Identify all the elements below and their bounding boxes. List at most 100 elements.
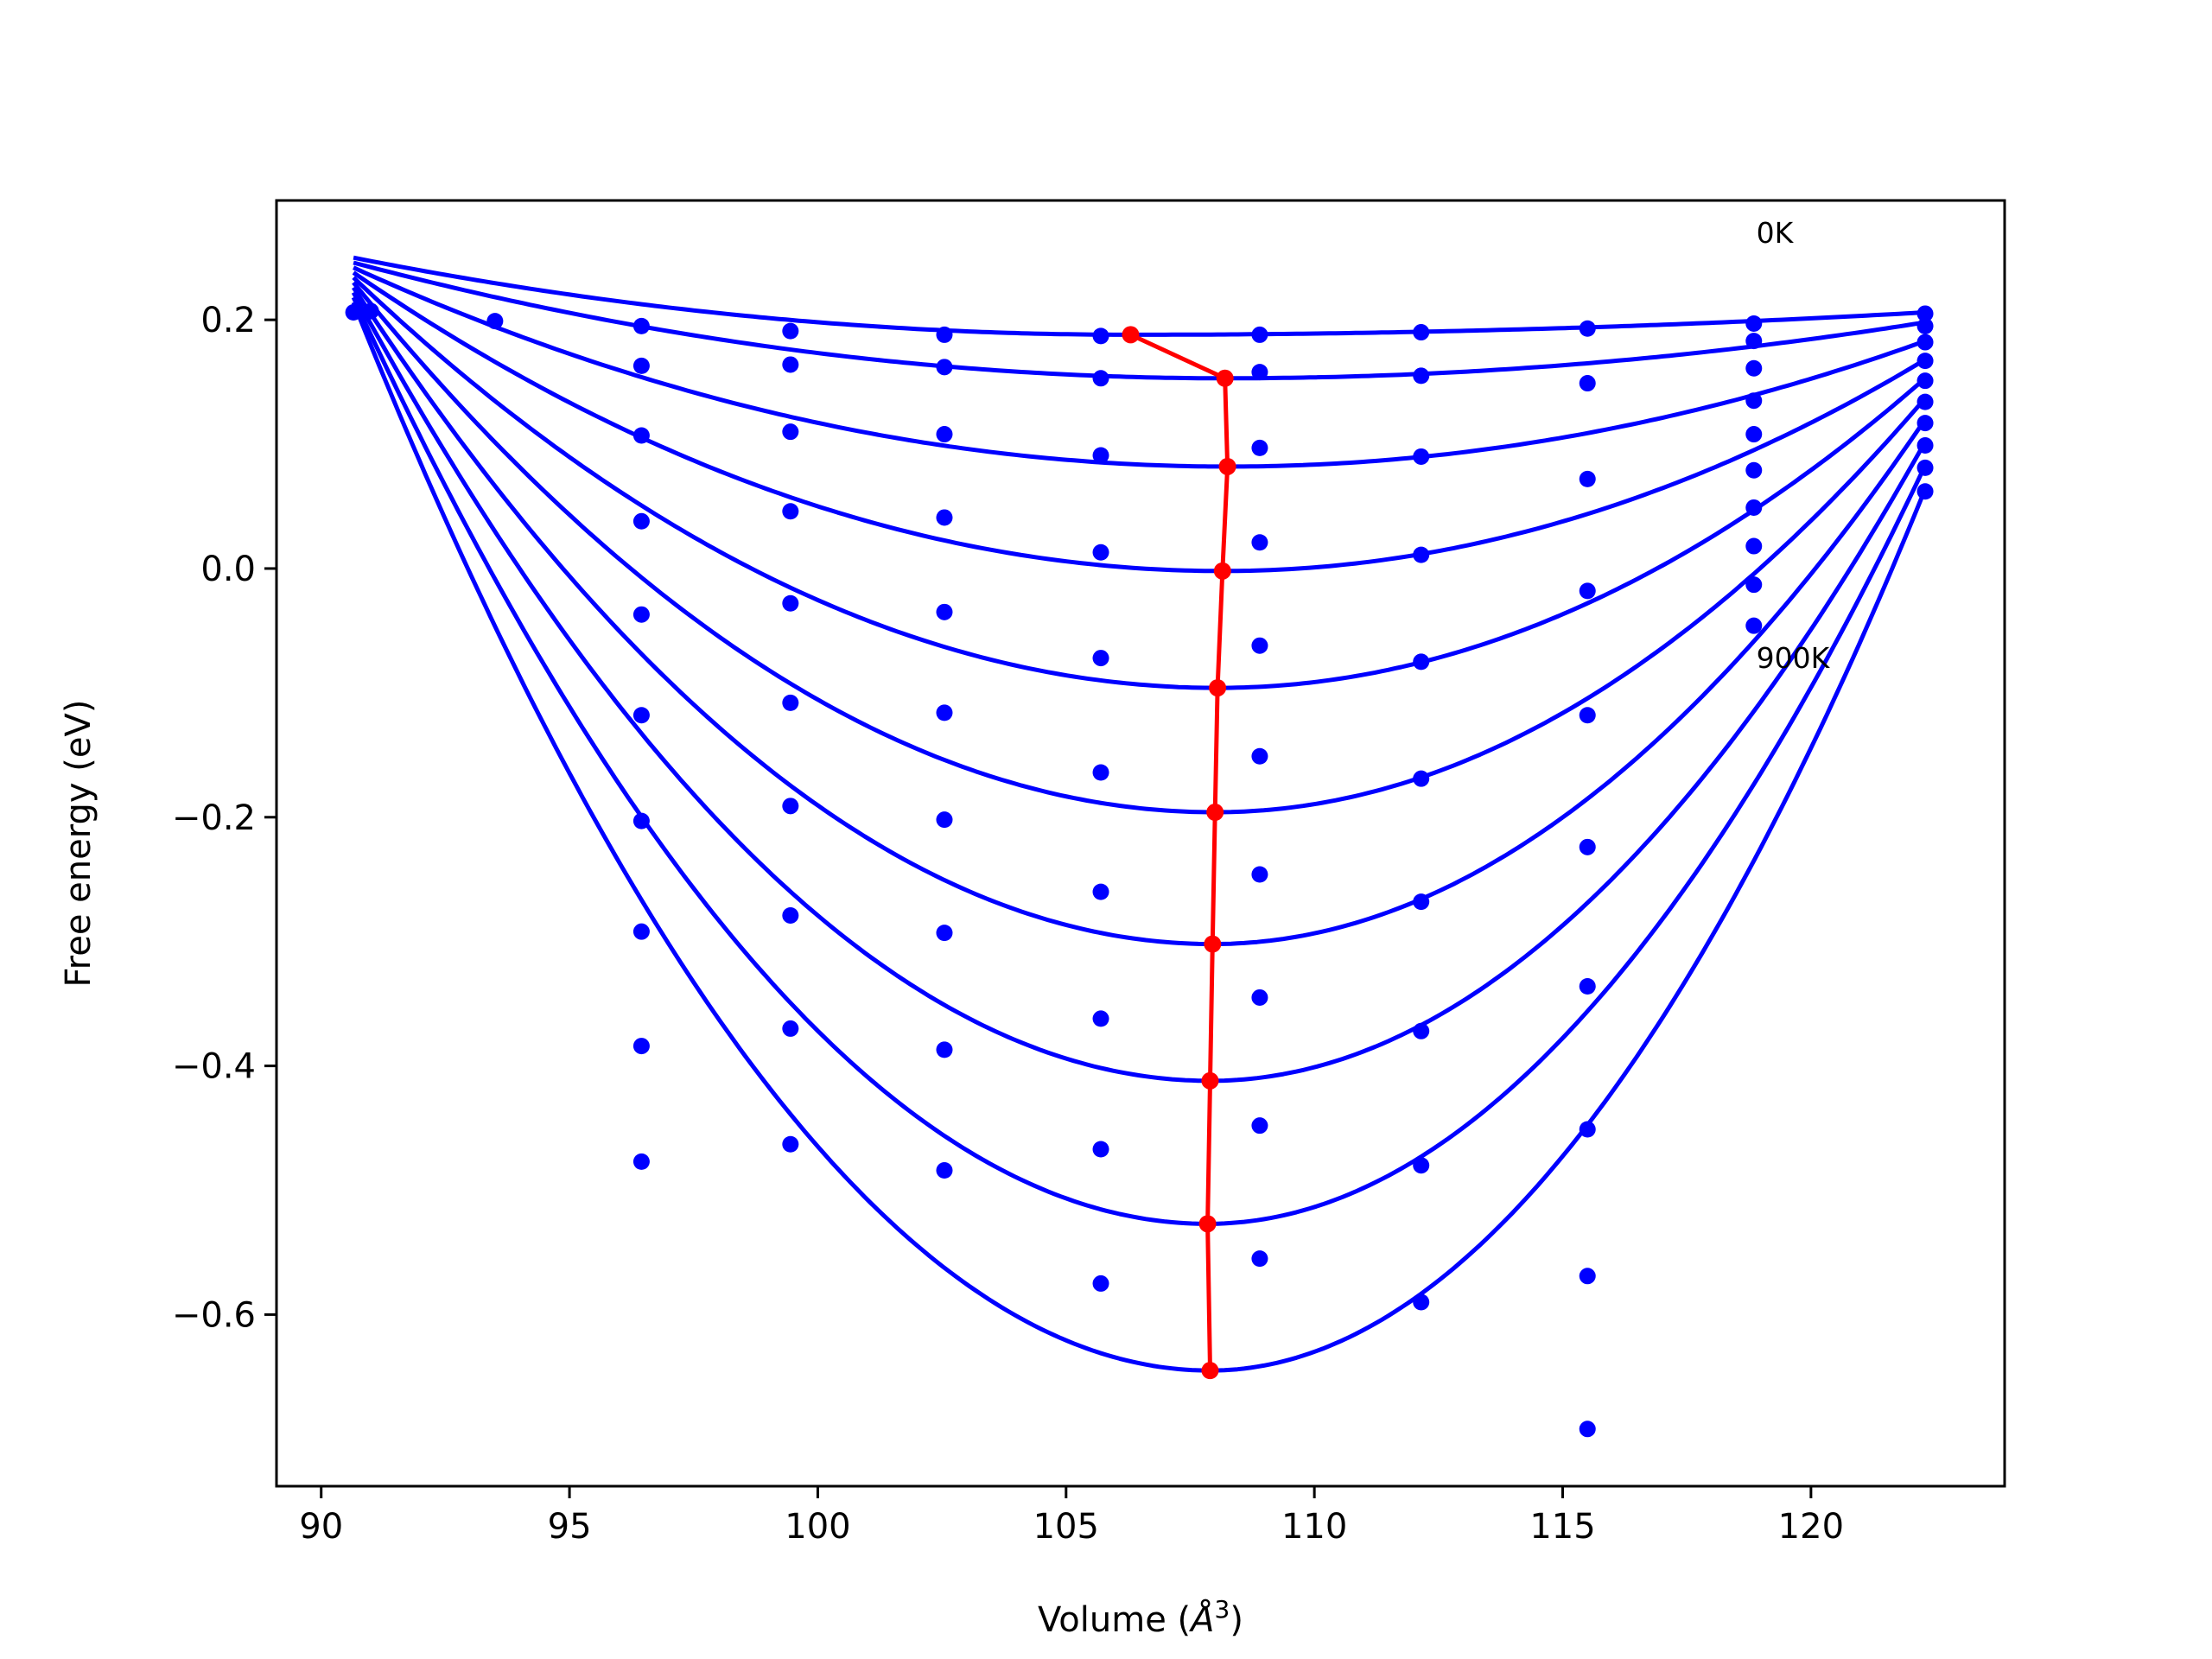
fit-curves [351, 255, 1928, 1373]
fit-curve-9 [351, 302, 1928, 1373]
data-point [1251, 747, 1268, 765]
data-point [1579, 470, 1596, 487]
data-point [1579, 1121, 1596, 1138]
data-points [345, 302, 1934, 1438]
data-point [936, 925, 953, 942]
fit-curve-3 [352, 270, 1927, 574]
data-point [632, 1038, 650, 1055]
x-tick-label: 120 [1778, 1507, 1844, 1547]
data-point [782, 594, 799, 612]
data-point [1413, 1294, 1430, 1311]
y-tick-label: 0.0 [200, 550, 256, 589]
data-point [1251, 988, 1268, 1006]
data-point [1579, 838, 1596, 855]
y-tick-label: −0.2 [172, 798, 256, 838]
data-point [1916, 305, 1934, 322]
x-axis-label: Volume (Å3) [1038, 1595, 1243, 1640]
data-point [1916, 483, 1934, 500]
data-point [632, 427, 650, 444]
fit-curve-4 [352, 276, 1927, 690]
y-tick-label: −0.4 [172, 1047, 256, 1087]
data-point [936, 704, 953, 721]
data-point [1916, 436, 1934, 454]
data-point [1745, 461, 1763, 479]
x-tick-label: 105 [1033, 1507, 1099, 1547]
data-point [1251, 534, 1268, 551]
data-point [1251, 439, 1268, 456]
y-axis-ticks: −0.6 −0.4 −0.2 0.0 0.2 [172, 301, 276, 1335]
data-point [1745, 392, 1763, 410]
fit-curve-6 [352, 286, 1928, 947]
data-point [1092, 1274, 1109, 1292]
data-point [486, 313, 504, 330]
data-point [1092, 370, 1109, 387]
minimum-path [1129, 333, 1230, 1371]
data-point [1413, 1157, 1430, 1174]
y-tick-label: 0.2 [200, 301, 256, 340]
data-point [345, 304, 362, 321]
data-point [782, 322, 799, 340]
y-tick-label: −0.6 [172, 1295, 256, 1335]
data-point [1579, 582, 1596, 600]
data-point [1579, 977, 1596, 995]
minimum-point [1209, 679, 1227, 697]
data-point [1916, 393, 1934, 410]
data-point [1251, 326, 1268, 343]
data-point [1092, 1010, 1109, 1027]
minimum-line [1122, 326, 1236, 1380]
data-point [1916, 353, 1934, 370]
data-point [1251, 637, 1268, 654]
data-point [632, 812, 650, 830]
data-point [1413, 893, 1430, 911]
data-point [782, 1135, 799, 1153]
data-point [1092, 543, 1109, 561]
data-point [1916, 459, 1934, 476]
x-axis-label-symbol: Å [1188, 1599, 1214, 1640]
fit-curve-2 [353, 265, 1926, 469]
data-point [782, 798, 799, 815]
data-point [1579, 320, 1596, 337]
data-point [1745, 617, 1763, 634]
data-point [936, 326, 953, 343]
data-point [936, 359, 953, 376]
minimum-point [1201, 1362, 1219, 1380]
fit-curve-0 [353, 255, 1926, 337]
x-axis-label-close: ) [1230, 1600, 1243, 1640]
data-point [1916, 415, 1934, 432]
data-point [1413, 653, 1430, 671]
data-point [1251, 364, 1268, 381]
x-tick-label: 100 [785, 1507, 850, 1547]
curve-annotation: 900K [1757, 641, 1831, 675]
minimum-point [1201, 1071, 1219, 1090]
data-point [1092, 1141, 1109, 1158]
data-point [1413, 1022, 1430, 1039]
minimum-point [1122, 326, 1140, 344]
data-point [1092, 447, 1109, 464]
x-tick-label: 95 [548, 1507, 592, 1547]
data-point [782, 503, 799, 520]
data-point [1745, 576, 1763, 594]
data-point [632, 357, 650, 374]
data-point [632, 606, 650, 623]
data-point [782, 694, 799, 711]
data-point [1092, 650, 1109, 667]
data-point [1745, 537, 1763, 555]
minimum-point [1213, 562, 1231, 580]
data-point [362, 302, 379, 320]
data-point [936, 509, 953, 526]
data-point [1745, 333, 1763, 350]
data-point [782, 906, 799, 924]
minimum-point [1204, 935, 1222, 953]
data-point [1579, 1421, 1596, 1438]
data-point [1251, 1117, 1268, 1135]
fit-curve-5 [352, 281, 1927, 815]
data-point [632, 1153, 650, 1170]
data-point [782, 423, 799, 441]
data-point [1413, 324, 1430, 341]
data-point [1916, 372, 1934, 390]
data-point [1579, 375, 1596, 392]
data-point [1916, 317, 1934, 334]
data-point [936, 603, 953, 620]
x-tick-label: 115 [1529, 1507, 1595, 1547]
